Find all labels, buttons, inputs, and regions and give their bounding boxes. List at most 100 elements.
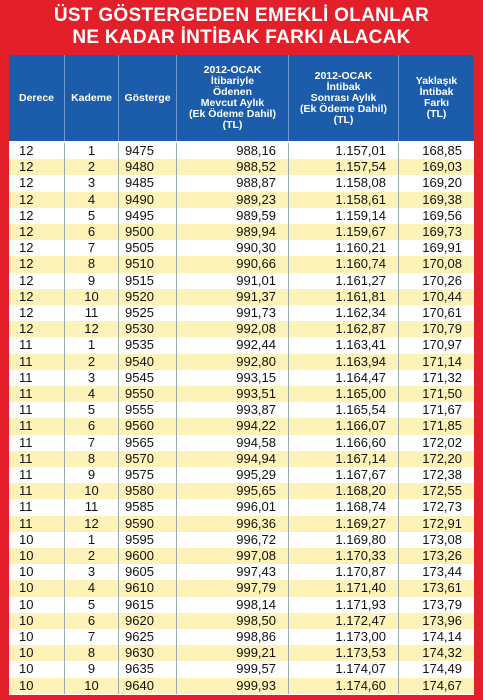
table-cell: 1: [65, 143, 119, 160]
title-line: NE KADAR İNTİBAK FARKI ALACAK: [72, 27, 411, 48]
table-cell: 9510: [119, 256, 177, 273]
table-cell: 9495: [119, 207, 177, 224]
table-cell: 7: [65, 434, 119, 451]
header-cell: Kademe: [65, 55, 119, 141]
header-cell: 2012-OCAK İtibariyle Ödenen Mevcut Aylık (Ek…: [177, 55, 289, 141]
table-cell: 12: [9, 143, 65, 160]
header-line: Kademe: [71, 91, 112, 104]
table-cell: 1.170,33: [289, 548, 399, 565]
table-cell: 11: [9, 369, 65, 386]
table-cell: 9545: [119, 369, 177, 386]
table-cell: 6: [65, 612, 119, 629]
table-cell: 12: [9, 240, 65, 257]
table-cell: 1.159,14: [289, 207, 399, 224]
table-cell: 990,30: [177, 240, 289, 257]
table-cell: 3: [65, 564, 119, 581]
table-row: 12 7 9505 990,30 1.160,21 169,91: [9, 240, 474, 257]
table-cell: 173,61: [422, 580, 462, 596]
table-cell: 173,44: [422, 564, 462, 580]
table-row: 11 10 9580 995,65 1.168,20 172,55: [9, 483, 474, 500]
header-cell: Derece: [9, 55, 65, 141]
table-cell: 170,79: [422, 321, 462, 337]
table-cell: 1.163,41: [289, 337, 399, 354]
table-cell: 1.166,07: [289, 418, 399, 435]
table-row: 11 6 9560 994,22 1.166,07 171,85: [9, 418, 474, 435]
table-cell: 170,44: [422, 288, 462, 304]
table-cell: 994,58: [177, 434, 289, 451]
table-cell: 10: [9, 580, 65, 597]
table-cell: 1.160,74: [289, 256, 399, 273]
header-line: (Ek Ödeme Dahil): [189, 108, 276, 120]
table-cell: 6: [65, 224, 119, 241]
table-cell: 172,73: [422, 499, 462, 515]
table-cell: 11: [9, 483, 65, 500]
header-cell: Yaklaşık İntibak Farkı (TL): [399, 55, 474, 141]
table-cell: 12: [9, 321, 65, 338]
table-cell: 11: [9, 467, 65, 484]
table-row: 11 2 9540 992,80 1.163,94 171,14: [9, 353, 474, 370]
table-cell: 4: [65, 580, 119, 597]
table-cell: 9575: [119, 467, 177, 484]
table-cell: 994,22: [177, 418, 289, 435]
table-cell: 999,57: [177, 661, 289, 678]
table-cell: 4: [65, 191, 119, 208]
table-cell: 1: [65, 531, 119, 548]
table-row: 12 2 9480 988,52 1.157,54 169,03: [9, 159, 474, 176]
table-cell: 11: [65, 499, 119, 516]
table-cell: 8: [65, 450, 119, 467]
table-cell: 997,79: [177, 580, 289, 597]
table-cell: 9490: [119, 191, 177, 208]
table-cell: 9620: [119, 612, 177, 629]
table-cell: 988,16: [177, 143, 289, 160]
table-cell: 989,59: [177, 207, 289, 224]
table-row: 11 9 9575 995,29 1.167,67 172,38: [9, 467, 474, 484]
header-line: İtibariyle: [210, 75, 255, 87]
table-cell: 12: [9, 175, 65, 192]
table-cell: 1.174,07: [289, 661, 399, 678]
table-cell: 5: [65, 402, 119, 419]
table-cell: 9475: [119, 143, 177, 160]
table-row: 12 8 9510 990,66 1.160,74 170,08: [9, 256, 474, 273]
title-line: ÜST GÖSTERGEDEN EMEKLİ OLANLAR: [53, 5, 430, 26]
header-line: İntibak: [419, 86, 454, 98]
table-cell: 1.165,00: [289, 386, 399, 403]
table-cell: 9630: [119, 645, 177, 662]
table-cell: 9480: [119, 159, 177, 176]
table-row: 12 5 9495 989,59 1.159,14 169,56: [9, 207, 474, 224]
table-row: 10 9 9635 999,57 1.174,07 174,49: [9, 661, 474, 678]
table-cell: 174,14: [422, 629, 462, 644]
table-cell: 1.162,87: [289, 321, 399, 338]
table-cell: 2: [65, 353, 119, 370]
table-row: 10 10 9640 999,93 1.174,60 174,67: [9, 677, 474, 694]
table-row: 11 1 9535 992,44 1.163,41 170,97: [9, 337, 474, 354]
table-cell: 9: [65, 661, 119, 678]
table-row: 10 7 9625 998,86 1.173,00 174,14: [9, 629, 474, 646]
table-cell: 11: [9, 337, 65, 354]
table-cell: 9550: [119, 386, 177, 403]
table-cell: 11: [9, 434, 65, 451]
table-row: 10 6 9620 998,50 1.172,47 173,96: [9, 612, 474, 629]
table-cell: 997,43: [177, 564, 289, 581]
table-cell: 12: [9, 191, 65, 208]
table-cell: 1.173,00: [289, 629, 399, 646]
table-cell: 12: [9, 305, 65, 322]
table-cell: 12: [9, 159, 65, 176]
table-cell: 9530: [119, 321, 177, 338]
table-cell: 1.159,67: [289, 224, 399, 241]
table-cell: 172,02: [422, 434, 462, 450]
table-cell: 8: [65, 645, 119, 662]
table-cell: 1.160,21: [289, 240, 399, 257]
table-cell: 169,91: [422, 240, 462, 256]
table-cell: 7: [65, 629, 119, 646]
table-cell: 1.169,80: [289, 531, 399, 548]
table-cell: 1: [65, 337, 119, 354]
table-cell: 4: [65, 386, 119, 403]
table-cell: 170,26: [422, 272, 462, 288]
table-cell: 171,14: [422, 353, 462, 369]
table-cell: 3: [65, 175, 119, 192]
table-cell: 1.170,87: [289, 564, 399, 581]
table-cell: 996,36: [177, 515, 289, 532]
table-cell: 12: [9, 224, 65, 241]
